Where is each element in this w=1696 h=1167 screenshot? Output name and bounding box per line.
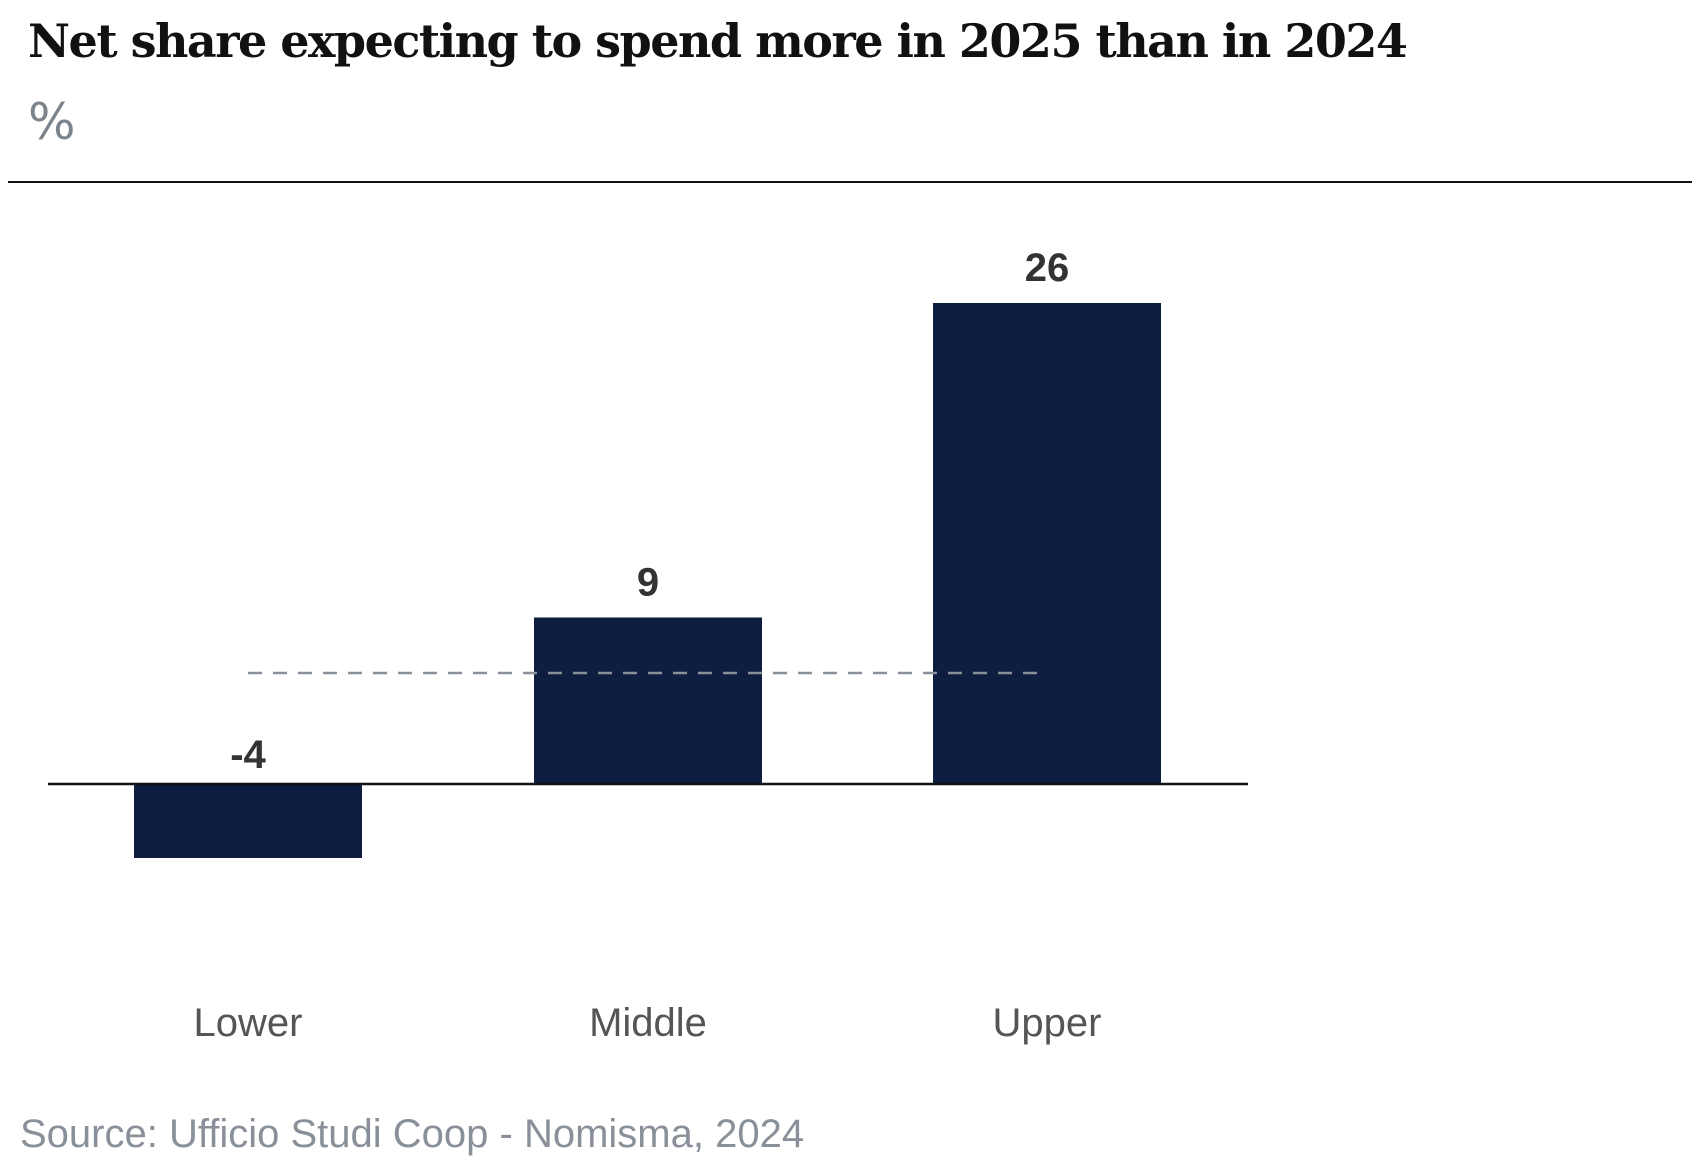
bar-middle — [534, 617, 762, 784]
bar-lower — [134, 784, 362, 858]
chart-title: Net share expecting to spend more in 202… — [28, 14, 1408, 68]
category-label-upper: Upper — [993, 1001, 1102, 1045]
data-label-middle: 9 — [637, 561, 659, 605]
data-label-lower: -4 — [230, 733, 266, 777]
bar-chart: -4 9 26 Lower Middle Upper — [48, 246, 1248, 1045]
data-label-upper: 26 — [1025, 246, 1070, 290]
source-note: Source: Ufficio Studi Coop - Nomisma, 20… — [20, 1112, 805, 1156]
bar-upper — [933, 303, 1161, 784]
title-divider — [8, 181, 1692, 183]
category-label-lower: Lower — [194, 1001, 303, 1045]
category-label-middle: Middle — [589, 1001, 707, 1045]
unit-label: % — [28, 93, 76, 151]
